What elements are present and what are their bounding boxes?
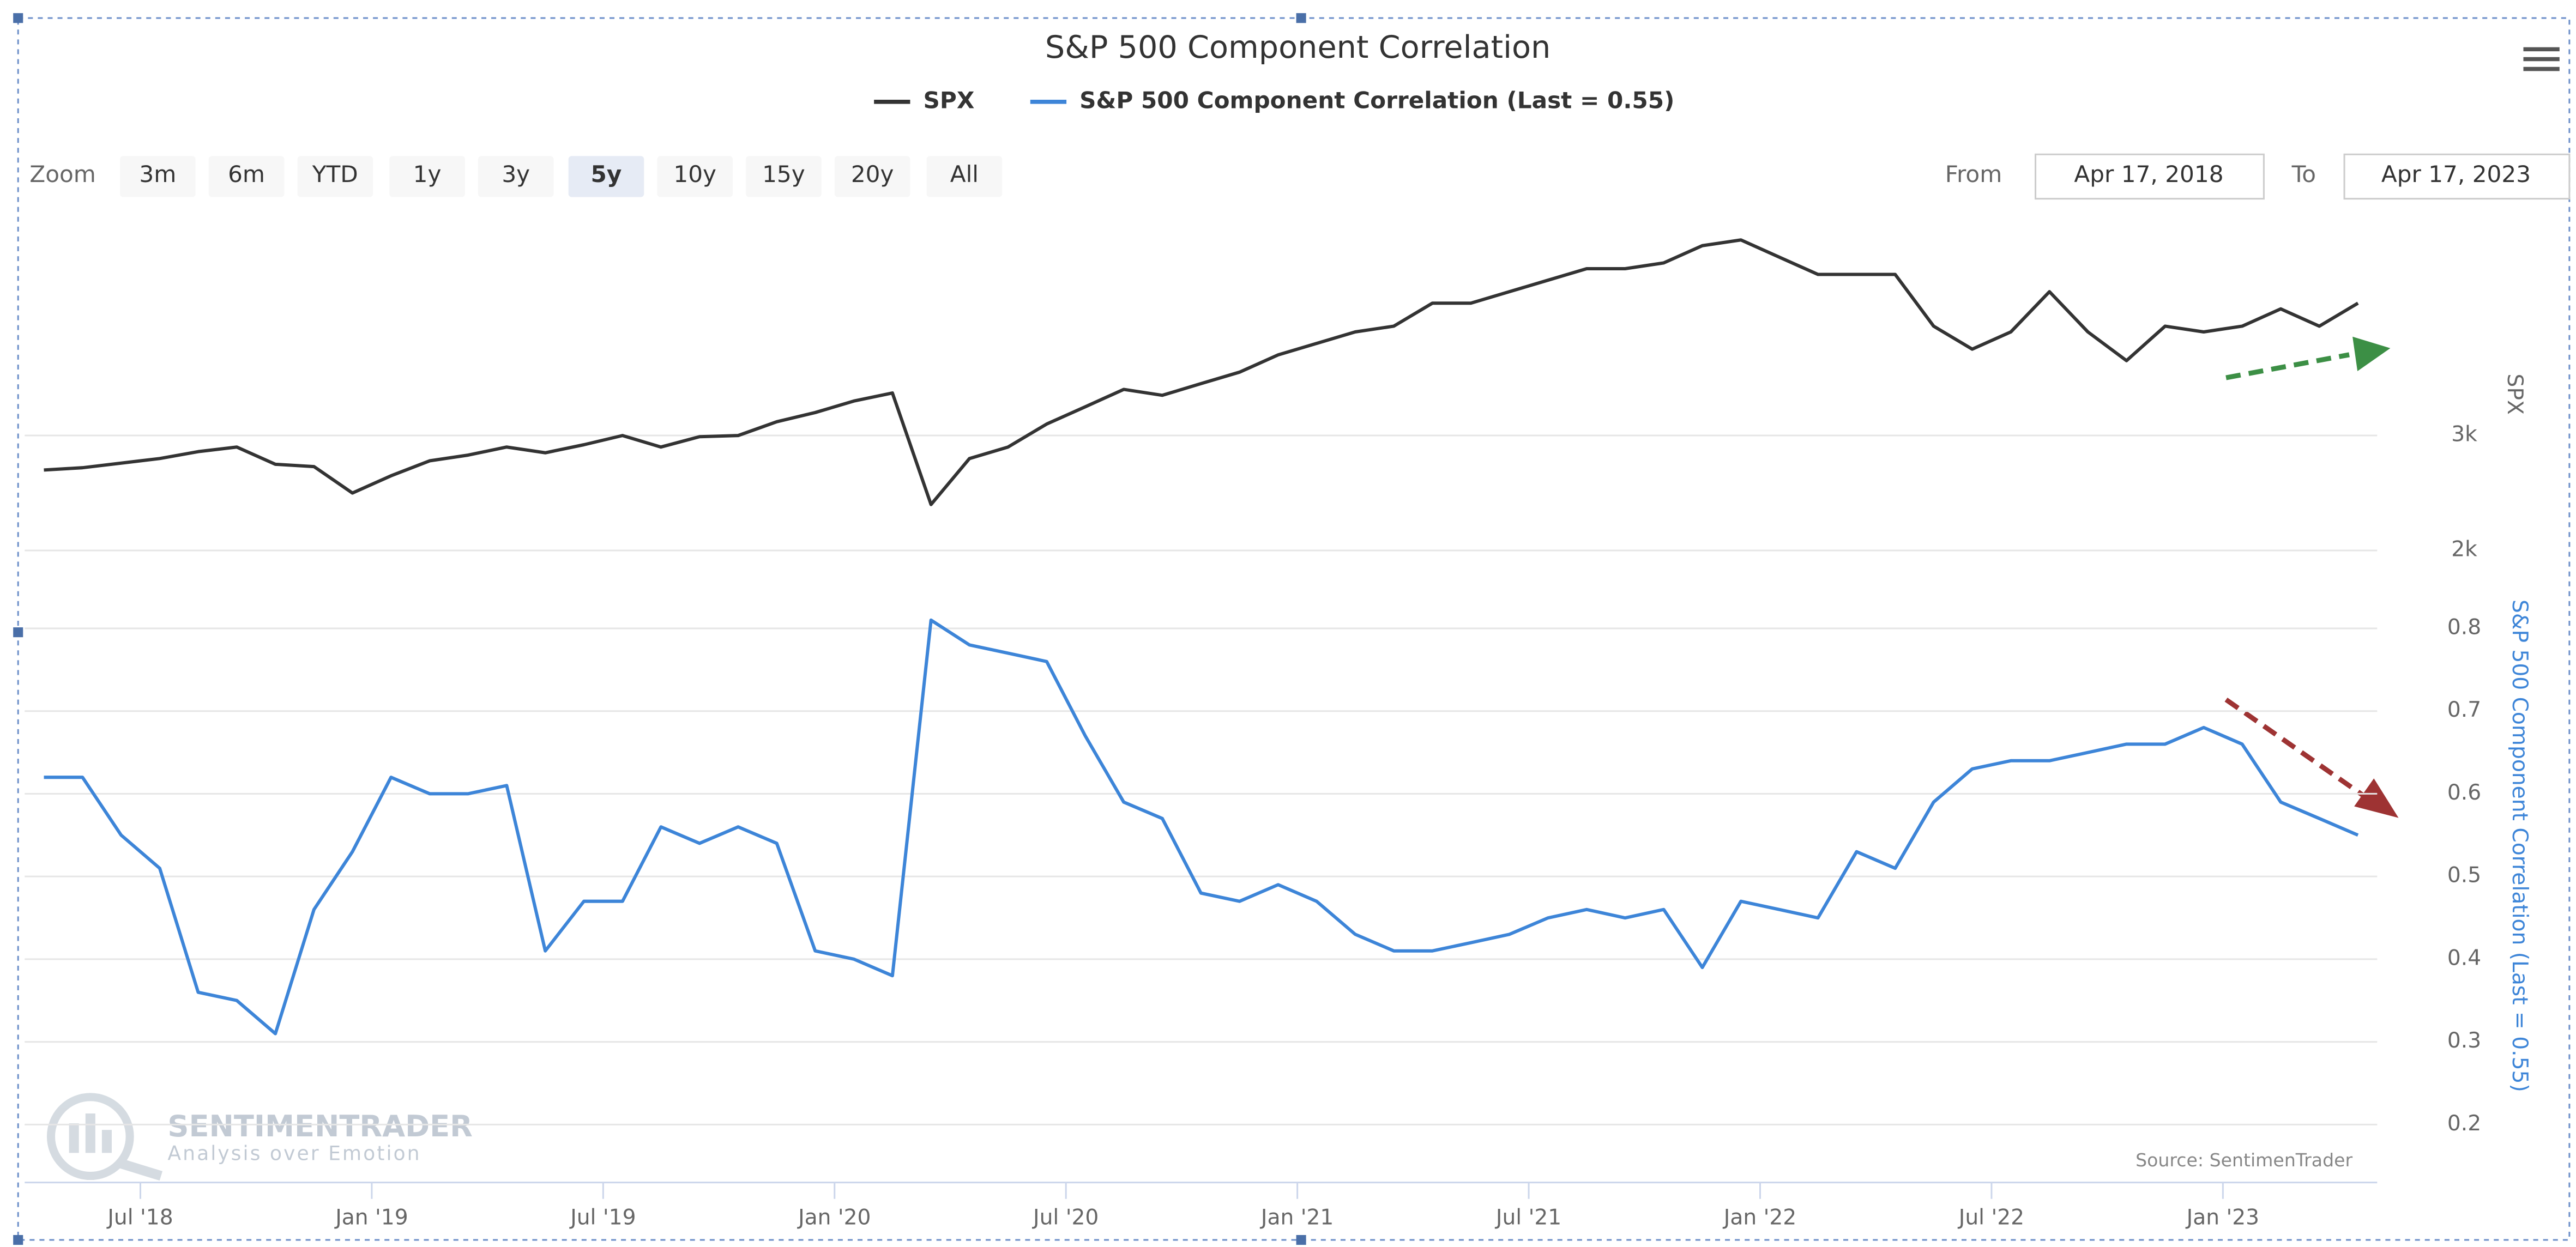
x-tick-label: Jul '18 <box>106 1205 173 1230</box>
y-axis-title: SPX <box>2502 374 2527 415</box>
x-tick-label: Jan '19 <box>334 1205 408 1230</box>
zoom-button[interactable] <box>834 156 910 197</box>
chart-title: S&P 500 Component Correlation <box>1045 29 1551 65</box>
x-tick-label: Jul '22 <box>1957 1205 2024 1230</box>
source: Source: SentimenTrader <box>2135 1149 2352 1171</box>
watermark-tagline: Analysis over Emotion <box>167 1141 421 1165</box>
zoom-button-label[interactable]: YTD <box>312 161 358 187</box>
x-tick-label: Jan '21 <box>1259 1205 1334 1230</box>
zoom-button[interactable] <box>208 156 285 197</box>
y-tick-label: 0.3 <box>2447 1028 2481 1053</box>
x-tick-label: Jul '19 <box>569 1205 636 1230</box>
zoom-button[interactable] <box>746 156 822 197</box>
zoom-button[interactable] <box>657 156 733 197</box>
x-tick-label: Jan '20 <box>797 1205 871 1230</box>
arrow-down <box>2224 697 2399 818</box>
from-input[interactable] <box>2035 153 2265 200</box>
from-value[interactable]: Apr 17, 2018 <box>2074 161 2223 187</box>
y-tick-label: 2k <box>2451 537 2477 562</box>
y-tick-label: 0.4 <box>2447 946 2481 970</box>
watermark-name: SENTIMENTRADER <box>167 1109 472 1143</box>
arrow-up <box>2225 336 2391 380</box>
y2-axis-title: S&P 500 Component Correlation (Last = 0.… <box>2507 600 2532 1092</box>
zoom-button-label[interactable]: 1y <box>413 161 442 187</box>
x-tick-label: Jul '21 <box>1494 1205 1561 1230</box>
legend-label[interactable]: S&P 500 Component Correlation (Last = 0.… <box>1079 87 1674 113</box>
x-tick-label: Jan '23 <box>2185 1205 2259 1230</box>
zoom-button[interactable] <box>568 156 644 197</box>
watermark <box>46 1093 163 1181</box>
menu-icon[interactable] <box>2523 47 2560 71</box>
frame-handles <box>13 13 1306 1245</box>
series-line <box>44 238 2359 506</box>
series-line <box>44 618 2359 1036</box>
zoom-button[interactable] <box>926 156 1003 197</box>
zoom-button-label[interactable]: 20y <box>851 161 894 187</box>
zoom-button-label[interactable]: 3m <box>139 161 176 187</box>
zoom-label: Zoom <box>29 161 96 187</box>
zoom-button-label[interactable]: 6m <box>228 161 265 187</box>
zoom-button[interactable] <box>297 156 373 197</box>
zoom-button-label[interactable]: 15y <box>762 161 805 187</box>
selection-frame <box>17 17 2571 1241</box>
y-tick-label: 0.7 <box>2447 698 2481 722</box>
to-value[interactable]: Apr 17, 2023 <box>2381 161 2531 187</box>
from-label: From <box>1945 161 2002 187</box>
y-tick-label: 0.5 <box>2447 863 2481 888</box>
to-input[interactable] <box>2343 153 2571 200</box>
to-label: To <box>2291 161 2316 187</box>
y-tick-label: 0.2 <box>2447 1111 2481 1136</box>
y-tick-label: 3k <box>2451 422 2477 447</box>
zoom-button-label[interactable]: 5y <box>591 161 622 187</box>
x-tick-label: Jan '22 <box>1722 1205 1796 1230</box>
y-tick-label: 0.8 <box>2447 615 2481 639</box>
zoom-button-label[interactable]: 3y <box>502 161 530 187</box>
legend-label[interactable]: SPX <box>924 87 975 113</box>
zoom-button[interactable] <box>478 156 554 197</box>
zoom-button[interactable] <box>389 156 465 197</box>
zoom-button-label[interactable]: All <box>950 161 979 187</box>
zoom-button-label[interactable]: 10y <box>673 161 716 187</box>
zoom-button[interactable] <box>120 156 196 197</box>
x-tick-label: Jul '20 <box>1031 1205 1099 1230</box>
y-tick-label: 0.6 <box>2447 780 2481 805</box>
